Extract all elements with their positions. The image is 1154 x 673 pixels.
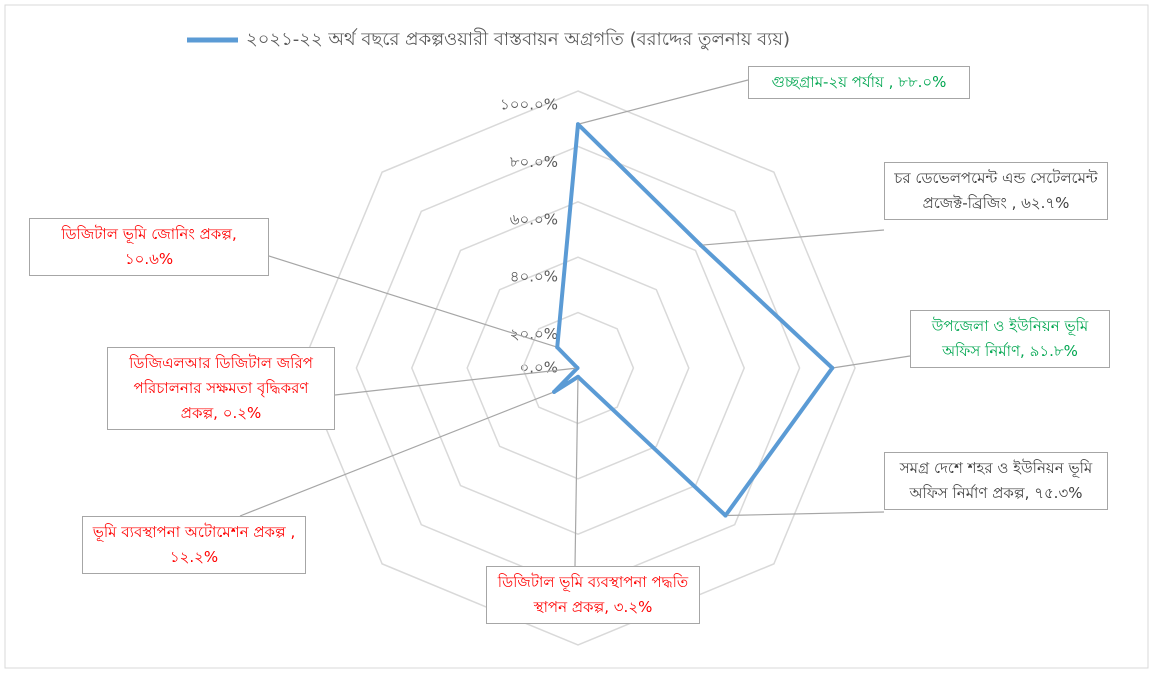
y-tick-label: ২০.০%: [510, 325, 558, 343]
y-tick-label: ১০০.০%: [500, 96, 558, 114]
leader-line: [725, 511, 885, 517]
category-label: ডিজিটাল ভূমি ব্যবস্থাপনা পদ্ধতি স্থাপন প…: [497, 573, 689, 616]
value-label: ৭৫.৩%: [1034, 484, 1083, 502]
leader-line: [700, 229, 885, 246]
data-point: [552, 389, 557, 394]
category-label: চর ডেভেলপমেন্ট এন্ড সেটেলমেন্ট প্রজেক্ট-…: [894, 169, 1098, 212]
value-label: ৩.২%: [613, 598, 653, 616]
category-label: সমগ্র দেশে শহর ও ইউনিয়ন ভূমি অফিস নির্ম…: [899, 459, 1093, 502]
data-label: ডিজিটাল ভূমি জোনিং প্রকল্প, ১০.৬%: [29, 218, 269, 276]
grid-ring: [466, 256, 690, 480]
data-point: [723, 513, 728, 518]
y-tick-label: ৮০.০%: [510, 153, 558, 171]
leader-line: [334, 367, 578, 396]
value-label: ৯১.৮%: [1029, 342, 1078, 360]
data-label: ডিজিএলআর ডিজিটাল জরিপ পরিচালনার সক্ষমতা …: [107, 347, 335, 430]
leader-line: [832, 355, 911, 369]
data-point: [576, 374, 580, 379]
data-label: উপজেলা ও ইউনিয়ন ভূমি অফিস নির্মাণ, ৯১.৮…: [910, 310, 1110, 368]
value-label: ১০.৬%: [124, 250, 174, 268]
data-label: সমগ্র দেশে শহর ও ইউনিয়ন ভূমি অফিস নির্ম…: [884, 452, 1108, 510]
grid-ring: [521, 311, 635, 425]
leader-line: [574, 376, 579, 567]
value-label: ৮৮.০%: [898, 73, 947, 91]
leader-line: [577, 79, 749, 125]
leader-line: [249, 249, 558, 348]
category-label: ডিজিএলআর ডিজিটাল জরিপ পরিচালনার সক্ষমতা …: [129, 354, 313, 422]
data-point: [698, 243, 703, 248]
y-tick-label: ৪০.০%: [510, 268, 558, 286]
y-tick-label: ০.০%: [519, 359, 558, 377]
value-label: ১২.২%: [169, 548, 219, 566]
leader-line: [239, 391, 555, 517]
value-label: ০.২%: [222, 404, 262, 422]
data-label: গুচ্ছগ্রাম-২য় পর্যায় , ৮৮.০%: [748, 66, 970, 99]
legend-label: ২০২১-২২ অর্থ বছরে প্রকল্পওয়ারী বাস্তবায…: [246, 28, 790, 50]
data-point: [576, 122, 580, 127]
data-label: চর ডেভেলপমেন্ট এন্ড সেটেলমেন্ট প্রজেক্ট-…: [884, 162, 1108, 220]
data-point: [830, 366, 835, 370]
category-label: উপজেলা ও ইউনিয়ন ভূমি অফিস নির্মাণ,: [931, 317, 1089, 360]
category-label: ডিজিটাল ভূমি জোনিং প্রকল্প,: [61, 225, 237, 243]
data-label: ভূমি ব্যবস্থাপনা অটোমেশন প্রকল্প , ১২.২%: [82, 516, 306, 574]
grid-ring: [410, 200, 746, 536]
data-label: ডিজিটাল ভূমি ব্যবস্থাপনা পদ্ধতি স্থাপন প…: [486, 566, 700, 624]
data-point: [575, 366, 580, 370]
y-tick-label: ৬০.০%: [510, 210, 558, 228]
value-label: ৬২.৭%: [1021, 194, 1070, 212]
data-point: [555, 345, 560, 350]
category-label: ভূমি ব্যবস্থাপনা অটোমেশন প্রকল্প ,: [92, 523, 296, 541]
category-label: গুচ্ছগ্রাম-২য় পর্যায় ,: [771, 73, 894, 91]
